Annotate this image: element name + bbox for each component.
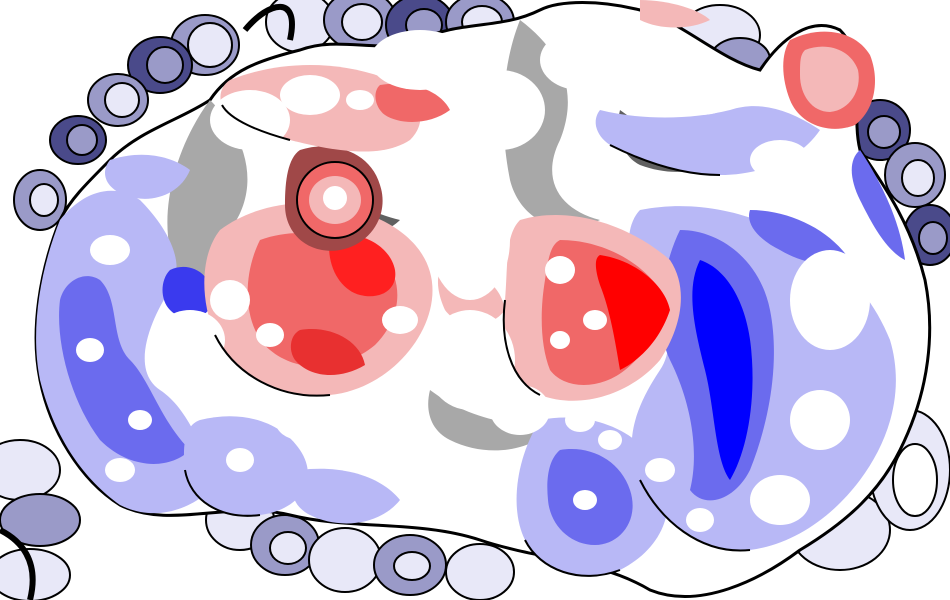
positive-potential-regions bbox=[36, 106, 905, 576]
helix-top-center bbox=[265, 0, 515, 56]
loop-strand-bottom-left bbox=[0, 527, 36, 600]
loop-strand-top bbox=[242, 3, 295, 41]
molecular-surface bbox=[34, 0, 932, 598]
helix-top-left bbox=[13, 14, 240, 231]
surface-highlights bbox=[76, 30, 870, 532]
surface-contours bbox=[184, 104, 751, 577]
